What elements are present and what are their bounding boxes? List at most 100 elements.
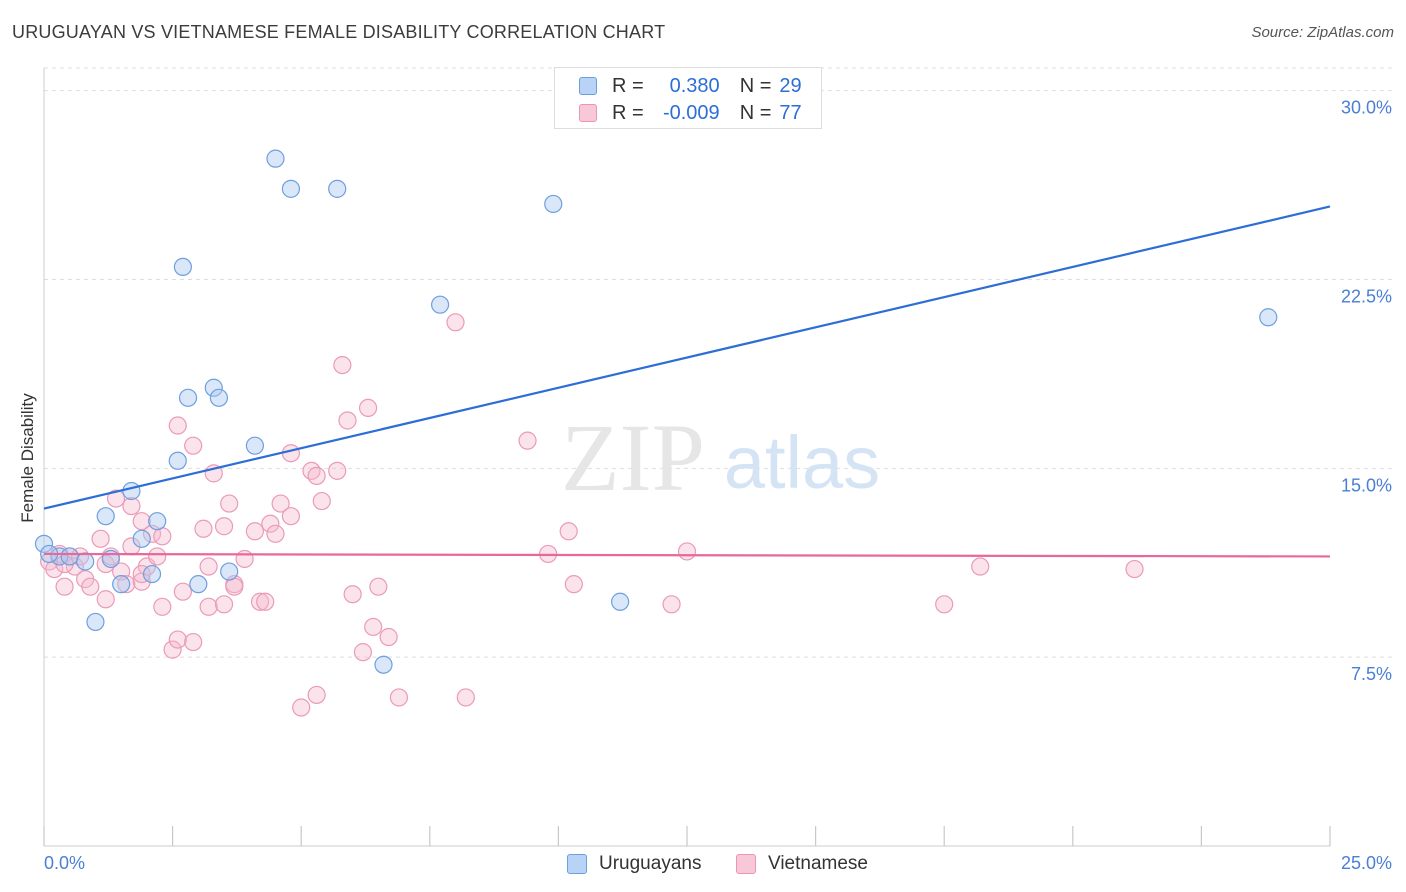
vietnamese-point (353, 643, 373, 662)
vietnamese-point (184, 436, 203, 455)
y-tick-label: 15.0% (1341, 475, 1392, 495)
legend-label-vietnamese: Vietnamese (768, 853, 868, 874)
uruguayan-point (189, 575, 208, 594)
vietnamese-point (132, 512, 151, 531)
vietnamese-point (199, 557, 218, 576)
legend-swatch-blue (579, 77, 597, 95)
vietnamese-point (148, 547, 167, 566)
vietnamese-point (106, 489, 126, 508)
y-tick-label: 7.5% (1351, 664, 1392, 684)
vietnamese-point (225, 577, 244, 596)
uruguayan-point (132, 529, 151, 548)
vietnamese-point (214, 595, 234, 614)
n-label: N = (739, 101, 772, 124)
watermark-zip: ZIP (561, 404, 705, 511)
vietnamese-point (153, 527, 172, 546)
vietnamese-point (256, 592, 275, 611)
vietnamese-point (271, 494, 290, 513)
uruguayan-point (112, 575, 131, 594)
vietnamese-point (168, 416, 187, 435)
vietnamese-point (518, 431, 537, 450)
vietnamese-point (333, 356, 352, 375)
vietnamese-point (369, 577, 388, 596)
legend-item-vietnamese[interactable]: Vietnamese (736, 851, 868, 877)
uruguayan-point (430, 295, 450, 314)
vietnamese-point (117, 575, 136, 594)
n-value-blue: 29 (779, 74, 802, 97)
chart-title: URUGUAYAN VS VIETNAMESE FEMALE DISABILIT… (12, 22, 666, 42)
vietnamese-point (163, 640, 182, 659)
uruguayan-point (122, 481, 141, 501)
vietnamese-point (379, 627, 398, 647)
legend-swatch-pink (736, 854, 756, 874)
r-value-blue: 0.380 (669, 74, 720, 97)
vietnamese-point (96, 590, 115, 609)
uruguayan-point (142, 564, 162, 584)
uruguayan-point (86, 612, 105, 632)
vietnamese-point (677, 542, 697, 561)
vietnamese-point (292, 698, 311, 717)
legend-item-uruguayans[interactable]: Uruguayans (567, 851, 701, 877)
r-label: R = (612, 74, 644, 97)
n-value-pink: 77 (779, 101, 802, 124)
vietnamese-point (250, 592, 270, 611)
uruguayan-point (60, 547, 79, 566)
uruguayan-point (245, 436, 265, 455)
vietnamese-point (261, 514, 280, 533)
vietnamese-point (364, 617, 383, 637)
uruguayan-point (204, 378, 223, 397)
n-label: N = (739, 74, 772, 97)
axes (43, 68, 1331, 847)
uruguayan-point (168, 451, 187, 470)
uruguayan-point (148, 512, 167, 531)
vietnamese-point (307, 466, 326, 485)
vietnamese-point (70, 547, 90, 566)
vietnamese-point (302, 461, 321, 480)
watermark: ZIP atlas (561, 404, 880, 511)
vietnamese-point (220, 494, 239, 513)
gridlines (44, 67, 1392, 658)
legend-row-uruguayans: R = 0.380 N = 29 (555, 73, 802, 99)
vietnamese-point (194, 519, 213, 538)
uruguayan-point (76, 552, 95, 571)
vietnamese-point (235, 549, 254, 569)
vietnamese-point (281, 444, 301, 463)
stats-legend: R = 0.380 N = 29 R = -0.009 N = 77 (554, 67, 822, 129)
vietnamese-point (935, 595, 954, 614)
vietnamese-point (214, 517, 234, 536)
r-label: R = (612, 101, 644, 124)
source-label: Source: ZipAtlas.com (1251, 24, 1394, 41)
uruguayan-trend-line (43, 205, 1331, 510)
watermark-atlas: atlas (724, 421, 880, 504)
uruguayan-point (1259, 308, 1278, 327)
x-tick-labels: 0.0% 25.0% (44, 853, 1392, 873)
vietnamese-point (245, 522, 265, 541)
vietnamese-point (55, 577, 74, 596)
uruguayan-point (34, 534, 54, 553)
vietnamese-point (199, 597, 218, 616)
vietnamese-point (1125, 559, 1144, 579)
vietnamese-point (971, 557, 990, 576)
uruguayan-point (611, 592, 630, 611)
vietnamese-point (81, 577, 100, 596)
legend-label-uruguayans: Uruguayans (599, 853, 702, 874)
vietnamese-point (307, 685, 326, 705)
legend-row-vietnamese: R = -0.009 N = 77 (555, 100, 802, 126)
uruguayan-point (544, 194, 563, 214)
vietnamese-point (564, 575, 583, 594)
uruguayan-point (220, 562, 239, 581)
uruguayan-point (281, 179, 301, 198)
y-tick-label: 30.0% (1341, 98, 1392, 118)
trend-lines (43, 205, 1331, 558)
x-tick-label-max: 25.0% (1341, 853, 1392, 873)
uruguayan-point (374, 655, 393, 674)
uruguayan-point (266, 149, 285, 168)
vietnamese-point (328, 461, 347, 480)
vietnamese-point (184, 632, 203, 652)
vietnamese-point (559, 522, 578, 541)
vietnamese-point (153, 597, 172, 616)
vietnamese-point (168, 630, 187, 649)
legend-swatch-pink (579, 104, 597, 122)
vietnamese-point (173, 582, 192, 601)
uruguayan-point (173, 257, 192, 277)
